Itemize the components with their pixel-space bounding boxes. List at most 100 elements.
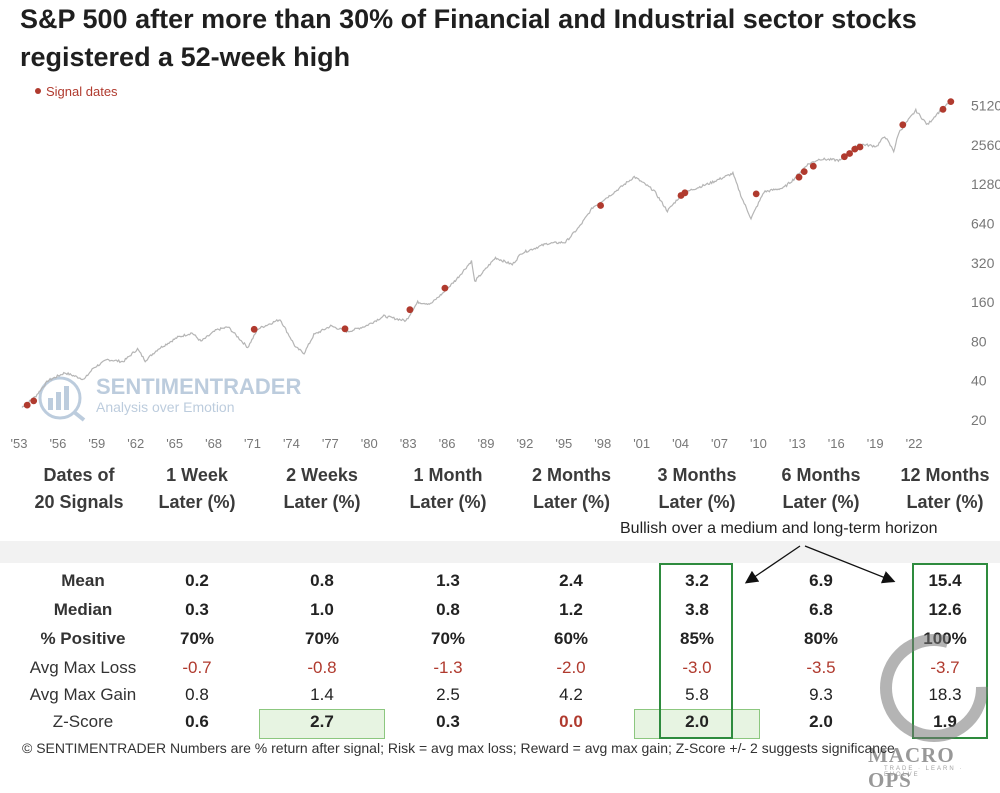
table-cell: 1.0 [310,600,334,619]
table-cell: 0.3 [436,712,460,731]
x-tick-label: '04 [672,436,689,451]
signal-date-marker [30,397,38,405]
table-cell: 70% [179,629,215,648]
x-tick-label: '77 [322,436,339,451]
header-6-months-line1: 6 Months [781,465,861,485]
y-axis: 20 40 80 160 320 640 1280 2560 5120 [971,98,1000,428]
legend-signal-label: Signal dates [46,84,118,99]
table-cell: -3.0 [682,658,712,677]
sp500-price-line [21,100,953,408]
header-1-week-line2: Later (%) [158,492,236,512]
y-tick-label: 20 [971,412,987,428]
x-tick-label: '74 [283,436,300,451]
signal-date-marker [23,401,31,409]
sentimentrader-watermark: SENTIMENTRADER Analysis over Emotion [36,368,301,424]
header-1-week: 1 Week Later (%) [142,462,252,516]
y-tick-label: 40 [971,373,987,389]
x-tick-label: '89 [478,436,495,451]
chart-legend: Signal dates [35,84,118,99]
y-tick-label: 1280 [971,176,1000,192]
y-tick-label: 5120 [971,98,1000,114]
table-cell: 70% [430,629,466,648]
table-cell: 2.5 [436,685,460,704]
header-12-months: 12 Months Later (%) [884,462,1000,516]
page-title: S&P 500 after more than 30% of Financial… [20,4,917,72]
signal-markers [23,98,955,409]
y-tick-label: 2560 [971,137,1000,153]
highlight-box-3-months [659,563,733,739]
header-6-months: 6 Months Later (%) [760,462,882,516]
table-cell: 2.0 [809,712,833,731]
table-cell: 15.4 [928,571,962,590]
signal-date-marker [341,325,349,333]
table-cell: 70% [304,629,340,648]
x-tick-label: '62 [127,436,144,451]
header-1-month-line1: 1 Month [413,465,483,485]
watermark-name: SENTIMENTRADER [96,374,302,399]
table-cell: -1.3 [433,658,463,677]
header-dates-line2: 20 Signals [34,492,124,512]
table-cell: -3.7 [930,658,960,677]
x-tick-label: '98 [594,436,611,451]
table-cell: 3.8 [685,600,709,619]
annotation-text: Bullish over a medium and long-term hori… [620,520,938,537]
table-cell: 2.7 [310,712,334,731]
header-1-month: 1 Month Later (%) [388,462,508,516]
x-tick-label: '86 [439,436,456,451]
signal-date-marker [681,189,689,197]
table-cell: 1.2 [559,600,583,619]
table-cell: 6.8 [809,600,833,619]
table-separator-band [0,541,1000,563]
signal-date-marker [947,98,955,105]
header-3-months-line2: Later (%) [658,492,736,512]
table-cell: 2.0 [685,712,709,731]
y-tick-label: 640 [971,216,995,232]
x-tick-label: '10 [750,436,767,451]
header-dates: Dates of 20 Signals [18,462,140,516]
table-cell: 0.8 [436,600,460,619]
macro-ops-logo-icon [880,634,988,742]
table-cell: -0.8 [307,658,337,677]
table-cell: 12.6 [928,600,962,619]
x-tick-label: '68 [205,436,222,451]
row-label: Avg Max Loss [29,658,137,677]
table-cell: 2.4 [559,571,583,590]
header-3-months-line1: 3 Months [657,465,737,485]
y-tick-label: 80 [971,333,987,349]
table-cell: 0.0 [559,712,583,731]
table-cell: 60% [553,629,589,648]
row-label: Z-Score [52,712,114,731]
table-cell: 0.8 [310,571,334,590]
x-tick-label: '01 [633,436,650,451]
row-label: Median [53,600,113,619]
y-tick-label: 320 [971,255,995,271]
x-tick-label: '65 [166,436,183,451]
table-cell: 0.6 [185,712,209,731]
table-cell: 3.2 [685,571,709,590]
signal-date-marker [939,105,947,113]
signal-date-marker [841,153,848,161]
table-cell: 5.8 [685,685,709,704]
x-tick-label: '19 [867,436,884,451]
x-tick-label: '56 [49,436,66,451]
zscore-2weeks-highlight [259,709,385,739]
table-cell: -2.0 [556,658,586,677]
signal-date-marker [752,190,760,198]
footer-note: © SENTIMENTRADER Numbers are % return af… [22,740,895,756]
y-tick-label: 160 [971,294,995,310]
x-tick-label: '92 [516,436,533,451]
table-cell: 4.2 [559,685,583,704]
row-label: Mean [61,571,105,590]
table-cell: 1.4 [310,685,334,704]
signal-date-marker [406,306,414,314]
header-2-weeks-line2: Later (%) [283,492,361,512]
legend-signal-marker [35,88,41,94]
table-cell: 1.3 [436,571,460,590]
x-tick-label: '95 [555,436,572,451]
header-2-weeks: 2 Weeks Later (%) [262,462,382,516]
table-cell: 0.3 [185,600,209,619]
x-axis: '53 '56 '59 '62 '65 '68 '71 '74 '77 '80 '83 '86 '89 '… [11,436,923,451]
header-2-months: 2 Months Later (%) [509,462,634,516]
header-2-weeks-line1: 2 Weeks [286,465,358,485]
header-6-months-line2: Later (%) [782,492,860,512]
